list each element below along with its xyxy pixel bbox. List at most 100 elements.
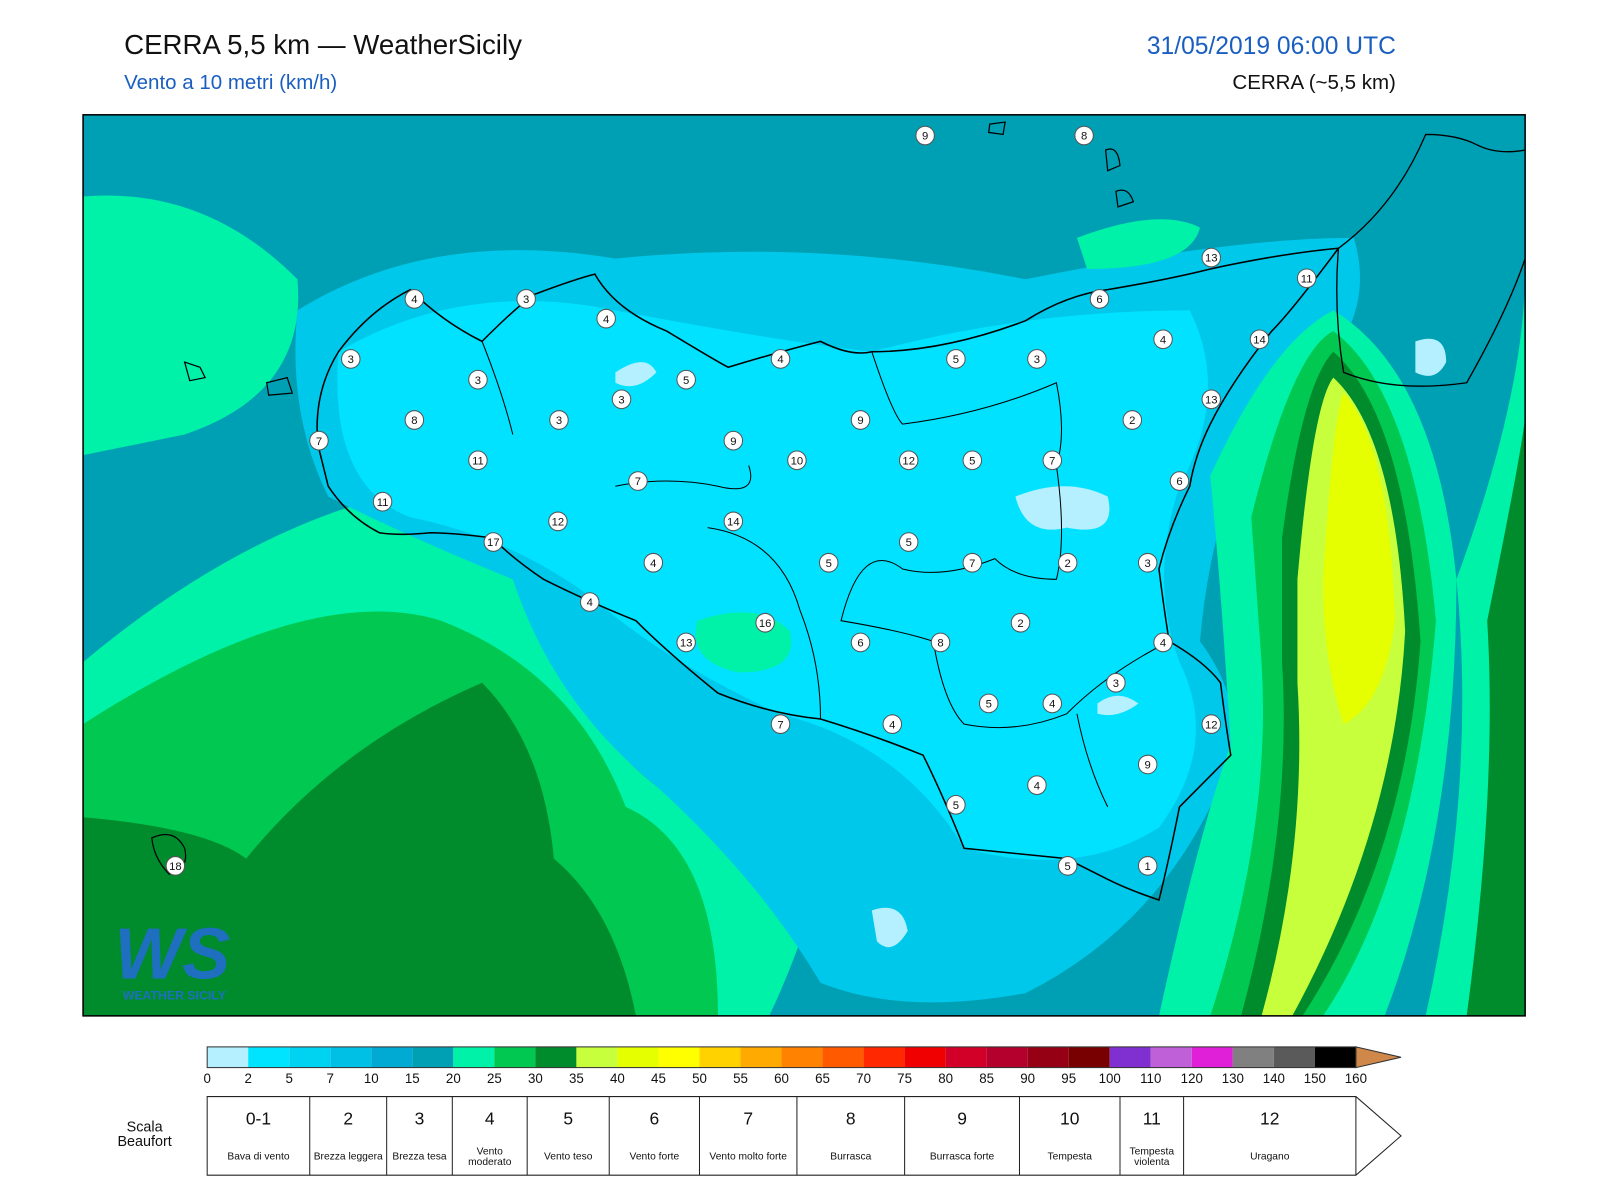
station-value: 6: [857, 638, 863, 650]
coastline-calabria: [1336, 133, 1526, 387]
legend-label: 130: [1222, 1071, 1244, 1086]
station-value: 9: [922, 131, 928, 143]
station-value: 6: [1096, 294, 1102, 306]
station-marker: [165, 856, 186, 876]
legend-swatch: [371, 1046, 413, 1068]
beaufort-description: Vento teso: [543, 1151, 593, 1163]
legend-label: 10: [364, 1071, 379, 1086]
legend-swatch: [1027, 1046, 1069, 1068]
legend-swatch: [904, 1046, 946, 1068]
station-value: 4: [1049, 699, 1055, 711]
station-marker: [1201, 714, 1222, 734]
station-marker: [818, 552, 839, 573]
map-field: [83, 114, 1526, 1016]
legend-swatch: [617, 1046, 659, 1068]
field: [83, 195, 299, 456]
station-value: 3: [618, 394, 624, 406]
station-value: 17: [487, 537, 500, 549]
station-value: 8: [1081, 131, 1087, 143]
beaufort-force: 9: [957, 1108, 967, 1128]
station-marker: [962, 552, 983, 573]
station-value: 1: [1145, 861, 1151, 873]
beaufort-description-box: Vento teso: [543, 1151, 593, 1163]
map-frame: [82, 114, 1526, 1017]
station-marker: [549, 410, 569, 430]
station-marker: [898, 450, 919, 471]
beaufort-description-box: Tempesta violenta: [1129, 1146, 1175, 1168]
legend-swatch: [535, 1046, 577, 1068]
station-value: 2: [1017, 618, 1023, 630]
legend-label: 2: [244, 1071, 251, 1086]
beaufort-force: 0-1: [246, 1108, 271, 1128]
beaufort-force: 8: [846, 1108, 856, 1128]
legend-swatch: [412, 1046, 454, 1068]
station-marker: [468, 369, 488, 390]
station-value: 7: [635, 476, 641, 488]
beaufort-force: 3: [415, 1108, 425, 1128]
beaufort-force: 2: [343, 1108, 353, 1128]
field: [83, 682, 636, 1016]
station-value: 11: [1301, 273, 1313, 285]
beaufort-description-box: Burrasca: [830, 1152, 871, 1162]
legend-swatch: [1232, 1046, 1274, 1068]
legend-label: 90: [1020, 1071, 1035, 1086]
legend-label: 95: [1061, 1071, 1076, 1086]
beaufort-description-box: Burrasca forte: [930, 1152, 994, 1162]
beaufort-description-box: Brezza tesa: [392, 1152, 446, 1162]
field: [1076, 219, 1200, 269]
legend-swatch: [822, 1046, 864, 1068]
station-marker: [1042, 450, 1063, 471]
station-value: 13: [680, 638, 693, 650]
station-marker: [1137, 552, 1158, 573]
station-value: 3: [1113, 678, 1119, 690]
station-marker: [1122, 410, 1143, 430]
legend-label: 110: [1140, 1071, 1161, 1086]
station-marker: [676, 369, 696, 390]
station-marker: [1027, 775, 1047, 795]
legend-swatch: [863, 1046, 905, 1068]
beaufort-force: 6: [650, 1108, 660, 1128]
station-marker: [580, 592, 600, 612]
station-value: 3: [523, 294, 529, 306]
beaufort-description-box: Vento moderato: [468, 1147, 511, 1168]
legend-label: 70: [856, 1071, 871, 1086]
station-value: 5: [969, 455, 975, 467]
legend-swatch: [330, 1046, 372, 1068]
station-value: 4: [603, 314, 609, 326]
station-marker: [548, 511, 568, 532]
legend-swatch: [207, 1046, 249, 1068]
beaufort-scale: Scala Beaufort 0-1 Bava di vento 2 Brezza le…: [117, 1096, 1402, 1176]
legend-swatch: [576, 1046, 618, 1068]
station-marker: [723, 430, 744, 451]
beaufort-description: Tempesta violenta: [1129, 1146, 1175, 1168]
station-marker: [770, 349, 791, 369]
legend-swatch: [1109, 1046, 1151, 1068]
station-marker: [676, 632, 696, 653]
station-marker: [882, 714, 903, 734]
legend-swatch: [1273, 1046, 1315, 1068]
station-value: 5: [1065, 861, 1071, 873]
station-marker: [483, 532, 504, 552]
station-marker: [643, 552, 664, 573]
province-borders: [481, 341, 1170, 808]
station-marker: [1089, 289, 1110, 309]
station-value: 11: [377, 497, 389, 509]
station-value: 5: [953, 800, 959, 812]
legend-label: 25: [487, 1071, 502, 1086]
station-marker: [755, 612, 775, 633]
logo-subtitle: WEATHER SICILY: [123, 988, 227, 1002]
beaufort-force: 10: [1060, 1108, 1080, 1128]
station-value: 3: [348, 354, 354, 366]
station-value: 3: [475, 375, 481, 387]
legend-swatch: [699, 1046, 741, 1068]
station-value: 16: [759, 618, 772, 630]
station-marker: [1137, 856, 1158, 876]
station-value: 14: [1253, 334, 1266, 346]
legend-label: 40: [610, 1071, 625, 1086]
beaufort-label-box: Scala Beaufort: [117, 1119, 171, 1148]
beaufort-description: Bava di vento: [227, 1151, 290, 1163]
legend-label: 60: [774, 1071, 789, 1086]
station-marker: [850, 410, 871, 430]
